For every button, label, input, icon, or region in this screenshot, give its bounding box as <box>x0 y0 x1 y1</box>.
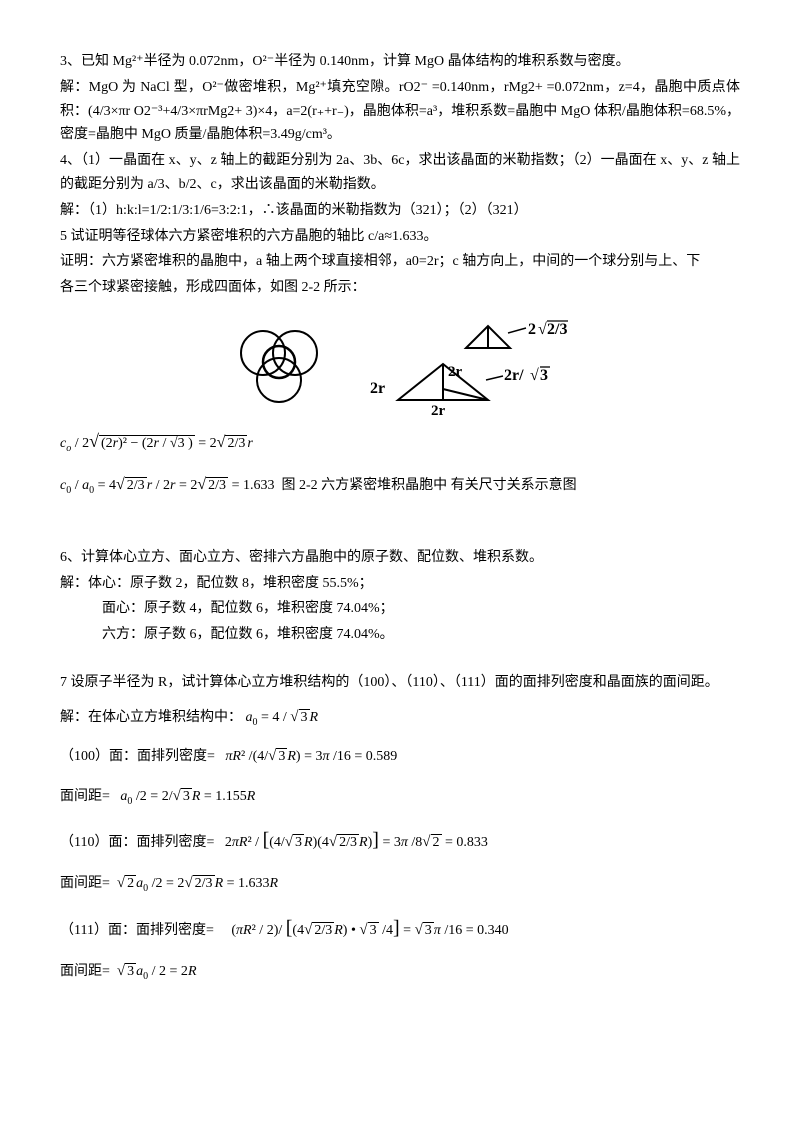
problem-7: 7 设原子半径为 R，试计算体心立方堆积结构的（100）、（110）、（111）… <box>60 671 740 695</box>
problem-3: 3、已知 Mg²⁺半径为 0.072nm，O²⁻半径为 0.140nm，计算 M… <box>60 50 740 74</box>
proof-5-line1: 证明：六方紧密堆积的晶胞中，a 轴上两个球直接相邻，a0=2r；c 轴方向上，中… <box>60 250 740 274</box>
spheres-icon <box>233 325 328 410</box>
problem-4: 4、（1）一晶面在 x、y、z 轴上的截距分别为 2a、3b、6c，求出该晶面的… <box>60 149 740 197</box>
triangles-icon: 2 √ 2/3 r 2r 2r 2r/ √ 3 2r <box>348 318 568 418</box>
svg-text:2r/: 2r/ <box>504 367 524 384</box>
svg-text:2r: 2r <box>370 380 385 397</box>
solution-6-fcc: 面心：原子数 4，配位数 6，堆积密度 74.04%； <box>60 597 740 621</box>
proof-5-line2: 各三个球紧密接触，形成四面体，如图 2-2 所示： <box>60 276 740 300</box>
plane-110-spacing: 面间距= √2a0 /2 = 2√2/3R = 1.633R <box>60 871 740 897</box>
equation-2: c0 / a0 = 4√2/3r / 2r = 2√2/3 = 1.633 图 … <box>60 471 740 498</box>
plane-100-density: （100）面：面排列密度= πR² /(4/√3R) = 3π /16 = 0.… <box>60 744 740 770</box>
svg-text:2r: 2r <box>431 403 446 418</box>
problem-5: 5 试证明等径球体六方紧密堆积的六方晶胞的轴比 c/a≈1.633。 <box>60 225 740 249</box>
plane-111-spacing: 面间距= √3a0 / 2 = 2R <box>60 959 740 985</box>
svg-text:2: 2 <box>528 321 536 338</box>
solution-3: 解：MgO 为 NaCl 型，O²⁻做密堆积，Mg²⁺填充空隙。rO2⁻ =0.… <box>60 76 740 147</box>
svg-text:√: √ <box>538 321 547 338</box>
equation-1: co / 2√(2r)² − (2r / √3 ) = 2√2/3r <box>60 426 740 457</box>
problem-6: 6、计算体心立方、面心立方、密排六方晶胞中的原子数、配位数、堆积系数。 <box>60 546 740 570</box>
solution-7-intro: 解：在体心立方堆积结构中： a0 = 4 / √3R <box>60 705 740 731</box>
plane-110-density: （110）面：面排列密度= 2πR² / [(4/√3R)(4√2/3R)] =… <box>60 823 740 857</box>
svg-text:3: 3 <box>540 367 548 384</box>
plane-111-density: （111）面：面排列密度= (πR² / 2)/ [(4√2/3R) • √3 … <box>60 911 740 945</box>
plane-100-spacing: 面间距= a0 /2 = 2/√3R = 1.155R <box>60 784 740 810</box>
figure-2-2: 2 √ 2/3 r 2r 2r 2r/ √ 3 2r <box>60 318 740 418</box>
svg-text:√: √ <box>530 367 539 384</box>
solution-6-bcc: 解：体心：原子数 2，配位数 8，堆积密度 55.5%； <box>60 572 740 596</box>
solution-4: 解：（1）h:k:l=1/2:1/3:1/6=3:2:1，∴该晶面的米勒指数为（… <box>60 199 740 223</box>
figure-caption: 图 2-2 六方紧密堆积晶胞中 有关尺寸关系示意图 <box>281 478 576 493</box>
solution-6-hcp: 六方：原子数 6，配位数 6，堆积密度 74.04%。 <box>60 623 740 647</box>
svg-text:2/3: 2/3 <box>547 321 567 338</box>
svg-text:2r: 2r <box>448 364 463 380</box>
